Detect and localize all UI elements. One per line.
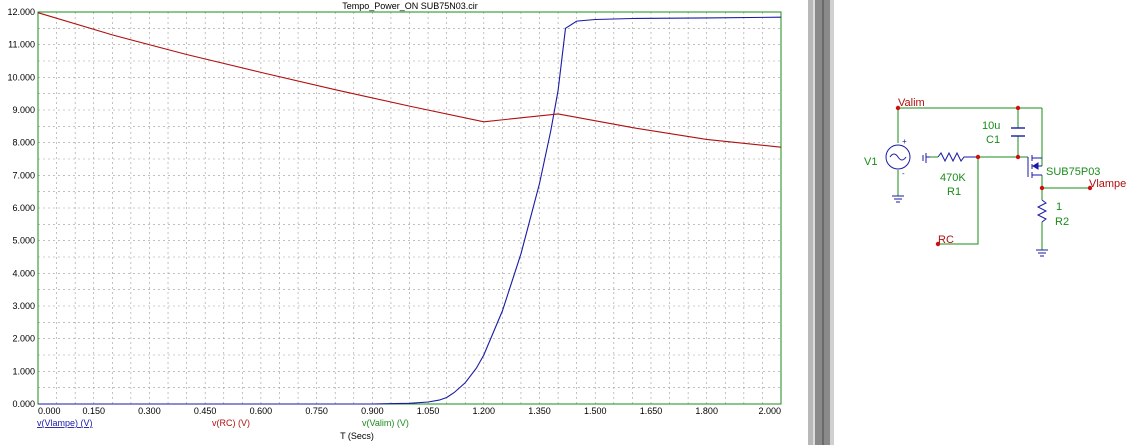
voltage-source-v1: + -	[885, 137, 911, 178]
x-tick-label: 0.000	[38, 406, 61, 416]
legend-valim: v(Valim) (V)	[362, 418, 409, 428]
y-tick-label: 3.000	[12, 301, 35, 311]
y-tick-label: 7.000	[12, 170, 35, 180]
y-tick-label: 12.000	[7, 7, 35, 17]
x-axis-label: T (Secs)	[340, 431, 374, 441]
x-tick-label: 1.200	[473, 406, 496, 416]
x-tick-label: 0.600	[250, 406, 273, 416]
resistor-r2	[1036, 199, 1048, 223]
ground-symbol	[892, 153, 1048, 257]
capacitor-c1	[1011, 127, 1025, 137]
grid-layer	[38, 12, 781, 404]
resistor-r1	[937, 151, 978, 163]
x-tick-label: 0.450	[194, 406, 217, 416]
series-layer	[37, 11, 782, 405]
node-dots	[895, 105, 1093, 247]
y-tick-label: 0.000	[12, 399, 35, 409]
mosfet-sub75p03	[1027, 155, 1042, 178]
label-c1-value: 10u	[982, 120, 1000, 132]
y-tick-label: 11.000	[8, 40, 35, 50]
legend-vlampe: v(Vlampe) (V)	[37, 418, 93, 428]
x-tick-label: 1.350	[528, 406, 551, 416]
window-splitter[interactable]	[808, 0, 834, 445]
y-tick-label: 10.000	[7, 72, 35, 82]
label-v1: V1	[864, 156, 877, 168]
x-tick-label: 0.300	[138, 406, 161, 416]
series-line-rc	[37, 12, 782, 148]
y-tick-labels: 0.000 1.000 2.000 3.000 4.000 5.000 6.000 7.000…	[7, 7, 35, 409]
label-r1-value: 470K	[940, 172, 966, 184]
transient-plot: Tempo_Power_ON SUB75N03.cir 0.000 1.000 2.…	[7, 1, 782, 441]
label-valim: Valim	[898, 97, 925, 109]
series-line-vlampe	[38, 16, 782, 405]
label-r2-name: R2	[1055, 216, 1069, 228]
x-tick-label: 1.650	[640, 406, 663, 416]
circuit-schematic: + - Valim 10u C1 V1 470K R1 SUB75P03 Vla…	[864, 97, 1126, 257]
x-tick-labels: 0.000 0.150 0.300 0.450 0.600 0.750 0.900 1.050…	[38, 406, 781, 416]
label-r1-name: R1	[947, 186, 961, 198]
legend-rc: v(RC) (V)	[212, 418, 250, 428]
y-tick-label: 4.000	[12, 268, 35, 278]
x-tick-label: 2.000	[758, 406, 781, 416]
x-tick-label: 0.150	[82, 406, 105, 416]
label-r2-value: 1	[1056, 201, 1062, 213]
svg-text:-: -	[902, 169, 905, 178]
x-tick-label: 0.750	[305, 406, 328, 416]
x-tick-label: 0.900	[361, 406, 384, 416]
x-tick-label: 1.500	[584, 406, 607, 416]
y-tick-label: 2.000	[12, 334, 35, 344]
y-tick-label: 1.000	[12, 366, 35, 376]
x-tick-label: 1.050	[417, 406, 440, 416]
y-tick-label: 5.000	[12, 236, 35, 246]
label-mosfet: SUB75P03	[1046, 166, 1100, 178]
label-c1-name: C1	[986, 134, 1000, 146]
plot-title: Tempo_Power_ON SUB75N03.cir	[342, 1, 478, 11]
label-vlampe: Vlampe	[1089, 178, 1126, 190]
x-tick-label: 1.800	[695, 406, 718, 416]
y-tick-label: 8.000	[12, 138, 35, 148]
y-tick-label: 6.000	[12, 203, 35, 213]
y-tick-label: 9.000	[12, 105, 35, 115]
label-rc: RC	[938, 234, 954, 246]
svg-text:+: +	[902, 137, 907, 146]
